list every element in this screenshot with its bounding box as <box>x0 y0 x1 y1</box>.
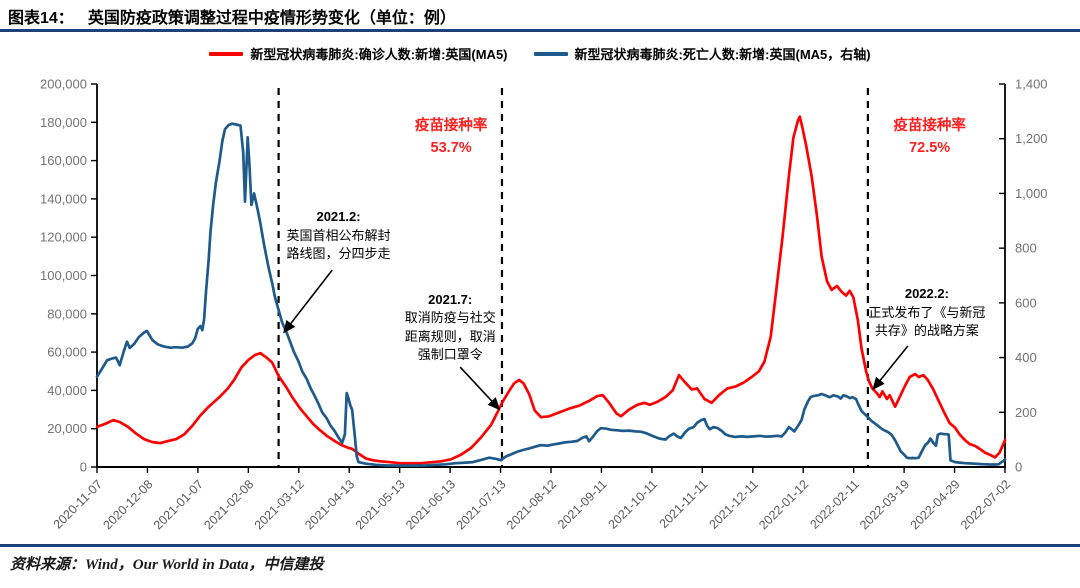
chart-legend: 新型冠状病毒肺炎:确诊人数:新增:英国(MA5) 新型冠状病毒肺炎:死亡人数:新增… <box>0 44 1080 63</box>
legend-label: 新型冠状病毒肺炎:死亡人数:新增:英国(MA5，右轴) <box>574 47 871 62</box>
x-tick-label: 2022-01-12 <box>756 477 811 532</box>
footer-rule <box>0 544 1080 547</box>
y-left-tick-label: 40,000 <box>47 383 87 398</box>
y-right-tick-label: 1,000 <box>1015 186 1048 201</box>
x-tick-label: 2021-01-07 <box>151 477 206 532</box>
x-tick-label: 2022-02-11 <box>807 477 861 531</box>
figure-header: 图表14： 英国防疫政策调整过程中疫情形势变化（单位：例） <box>8 4 456 28</box>
y-left-tick-label: 160,000 <box>40 153 87 168</box>
series-confirmed-line <box>95 115 1007 465</box>
source-note: 资料来源：Wind，Our World in Data，中信建投 <box>10 557 324 573</box>
y-left-tick-label: 120,000 <box>40 230 87 245</box>
y-left-tick-label: 100,000 <box>40 268 87 283</box>
y-left-tick-label: 20,000 <box>47 421 87 436</box>
legend-item-confirmed: 新型冠状病毒肺炎:确诊人数:新增:英国(MA5) <box>209 44 508 63</box>
x-tick-label: 2021-11-11 <box>657 477 711 531</box>
y-left-tick-label: 60,000 <box>47 345 87 360</box>
x-tick-label: 2021-09-11 <box>555 477 609 531</box>
y-right-tick-label: 1,400 <box>1015 77 1048 92</box>
x-tick-label: 2021-08-12 <box>504 477 559 532</box>
series-deaths-line <box>95 122 1007 467</box>
x-tick-label: 2020-11-07 <box>51 477 105 531</box>
legend-line-swatch <box>533 51 568 56</box>
y-left-tick-label: 140,000 <box>40 191 87 206</box>
x-tick-label: 2021-02-08 <box>201 477 256 532</box>
y-right-tick-label: 1,200 <box>1015 131 1048 146</box>
x-tick-label: 2022-04-29 <box>908 477 963 532</box>
figure-title: 英国防疫政策调整过程中疫情形势变化（单位：例） <box>87 10 456 27</box>
x-tick-label: 2021-12-11 <box>706 477 760 531</box>
y-left-tick-label: 180,000 <box>40 115 87 130</box>
x-tick-label: 2021-06-13 <box>403 477 458 532</box>
legend-item-deaths: 新型冠状病毒肺炎:死亡人数:新增:英国(MA5，右轴) <box>533 44 871 63</box>
y-right-tick-label: 200 <box>1015 405 1037 420</box>
figure-tag: 图表14： <box>8 10 74 27</box>
annotation-arrow <box>283 269 333 334</box>
y-right-tick-label: 0 <box>1015 460 1022 475</box>
chart-canvas: 0 20,000 40,000 60,000 80,000 100,000 120,000 1… <box>40 77 1048 533</box>
y-left-tick-label: 80,000 <box>47 306 87 321</box>
x-tick-label: 2020-12-08 <box>100 477 155 532</box>
legend-line-swatch <box>209 51 244 56</box>
x-tick-label: 2022-07-02 <box>958 477 1013 532</box>
annotation-arrow <box>872 345 909 391</box>
x-tick-label: 2022-03-19 <box>857 477 912 532</box>
annotation-arrow <box>459 366 501 411</box>
x-tick-label: 2021-07-13 <box>454 477 509 532</box>
y-right-tick-label: 600 <box>1015 295 1037 310</box>
x-tick-label: 2021-04-13 <box>302 477 357 532</box>
y-right-tick-label: 400 <box>1015 350 1037 365</box>
header-rule <box>0 29 1080 32</box>
y-right-tick-label: 800 <box>1015 241 1037 256</box>
chart-area: 0 20,000 40,000 60,000 80,000 100,000 120,000 1… <box>40 77 1048 533</box>
y-left-tick-label: 200,000 <box>40 77 87 92</box>
x-tick-label: 2021-03-12 <box>252 477 307 532</box>
x-tick-label: 2021-10-11 <box>606 477 660 531</box>
x-tick-label: 2021-05-13 <box>353 477 408 532</box>
y-left-tick-label: 0 <box>80 460 87 475</box>
legend-label: 新型冠状病毒肺炎:确诊人数:新增:英国(MA5) <box>250 47 508 62</box>
